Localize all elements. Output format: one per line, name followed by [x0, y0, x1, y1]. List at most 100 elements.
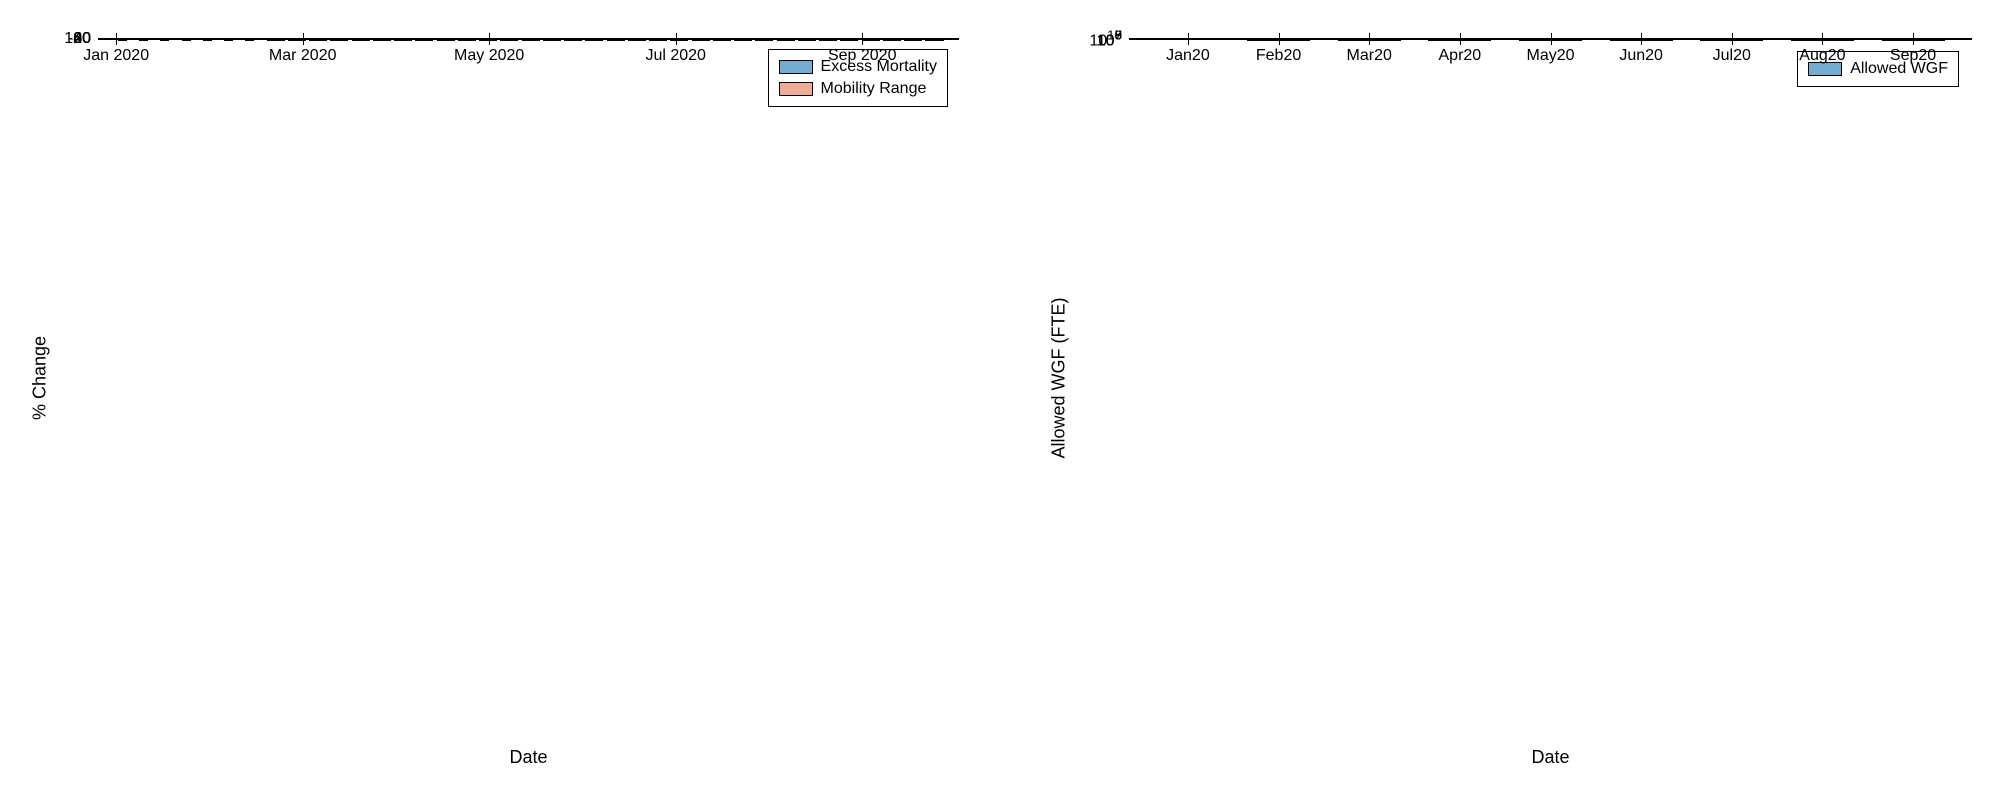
bar [245, 39, 254, 41]
legend-row: Mobility Range [779, 78, 937, 100]
bar [552, 39, 561, 41]
bar [904, 39, 913, 41]
legend-swatch [779, 82, 813, 96]
bar [1791, 39, 1854, 41]
x-tick-label: Sep20 [1890, 47, 1936, 65]
bar [713, 39, 722, 41]
bar [224, 39, 233, 41]
bar [1519, 39, 1582, 41]
bar [755, 39, 764, 41]
bar [701, 39, 710, 41]
bar [522, 39, 531, 41]
bar [467, 39, 476, 41]
right-plot: Allowed WGF 1061071081091010Jan20Feb20Ma… [1129, 38, 1972, 718]
bar [679, 39, 688, 41]
bar [424, 39, 433, 41]
bar [798, 39, 807, 41]
bar [1247, 39, 1310, 41]
x-tick-label: Jan20 [1166, 47, 1210, 65]
right-panel-box: Allowed WGF 1061071081091010Jan20Feb20Ma… [1129, 38, 1972, 40]
bar [288, 39, 297, 41]
legend-label: Mobility Range [821, 80, 927, 98]
bar [361, 39, 370, 41]
bar [934, 39, 943, 41]
bar [531, 39, 540, 41]
bar [297, 39, 306, 41]
bar [267, 39, 276, 41]
bar [764, 39, 773, 41]
bar [658, 39, 667, 41]
bar [925, 39, 934, 41]
bar [394, 39, 403, 41]
bar [509, 39, 518, 41]
bar [616, 39, 625, 41]
x-tick-label: Mar20 [1347, 47, 1392, 65]
bar [807, 39, 816, 41]
bar [871, 39, 880, 41]
right-x-label: Date [1531, 747, 1569, 768]
left-x-label: Date [509, 747, 547, 768]
bar [330, 39, 339, 41]
bar [573, 39, 582, 41]
bar [743, 39, 752, 41]
bar [318, 39, 327, 41]
bar [160, 39, 169, 41]
bar [692, 39, 701, 41]
bar [182, 39, 191, 41]
x-tick-label: Feb20 [1256, 47, 1301, 65]
bar [637, 39, 646, 41]
left-plot: Excess MortalityMobility Range -60-40-20… [98, 38, 959, 718]
x-tick-label: Jan 2020 [83, 47, 149, 65]
bar [458, 39, 467, 41]
x-tick-label: May 2020 [454, 47, 524, 65]
bar [479, 39, 488, 41]
right-y-label: Allowed WGF (FTE) [1049, 297, 1070, 458]
x-tick-label: Jul 2020 [645, 47, 706, 65]
bar [309, 39, 318, 41]
bar [382, 39, 391, 41]
bar [883, 39, 892, 41]
bar [913, 39, 922, 41]
bar [1610, 39, 1673, 41]
bar [1428, 39, 1491, 41]
bar [437, 39, 446, 41]
y-tick-label: 1010 [1089, 27, 1122, 50]
bar [670, 39, 679, 41]
bar [352, 39, 361, 41]
legend-swatch [779, 60, 813, 74]
x-tick-label: Jul20 [1713, 47, 1751, 65]
x-tick-label: May20 [1526, 47, 1574, 65]
bar [607, 39, 616, 41]
bar [840, 39, 849, 41]
bar [543, 39, 552, 41]
right-panel-wrap: Allowed WGF 1061071081091010Jan20Feb20Ma… [1033, 20, 1986, 778]
bar [777, 39, 786, 41]
bar [819, 39, 828, 41]
bar [276, 39, 285, 41]
bar [892, 39, 901, 41]
bar [722, 39, 731, 41]
bar [446, 39, 455, 41]
x-tick-label: Mar 2020 [269, 47, 337, 65]
bar [1338, 39, 1401, 41]
left-panel-wrap: Excess MortalityMobility Range -60-40-20… [20, 20, 973, 778]
left-y-label: % Change [30, 336, 51, 420]
bar [649, 39, 658, 41]
bar [628, 39, 637, 41]
x-tick-label: Sep 2020 [828, 47, 897, 65]
x-tick-label: Jun20 [1619, 47, 1663, 65]
y-tick-label: 100 [64, 30, 91, 48]
x-tick-label: Aug20 [1799, 47, 1845, 65]
bar [403, 39, 412, 41]
bar [339, 39, 348, 41]
x-tick-label: Apr20 [1438, 47, 1481, 65]
bar [1700, 39, 1763, 41]
bar [373, 39, 382, 41]
chart-container: Excess MortalityMobility Range -60-40-20… [20, 20, 1986, 778]
bar [862, 39, 871, 41]
bar [488, 39, 497, 41]
bar [139, 39, 148, 41]
bar [203, 39, 212, 41]
bar [786, 39, 795, 41]
bar [1882, 39, 1945, 41]
